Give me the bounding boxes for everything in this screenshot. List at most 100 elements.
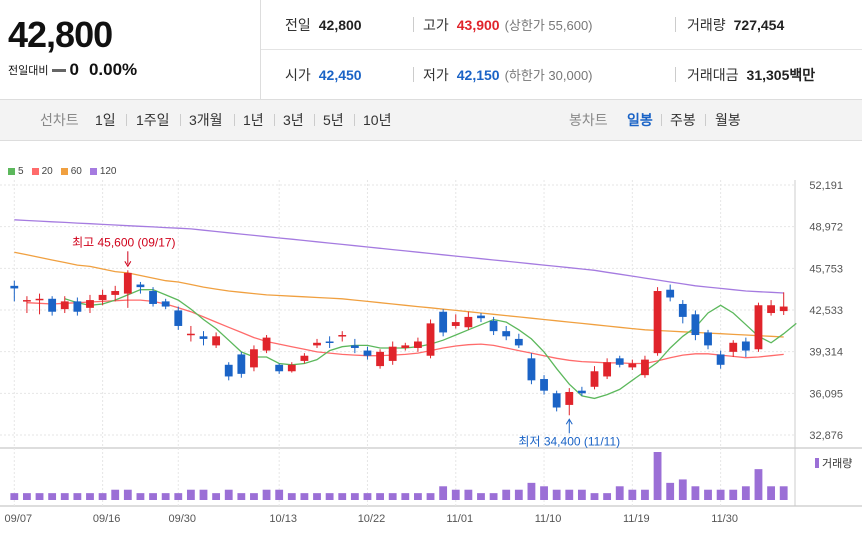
candle-body <box>464 316 473 328</box>
y-tick-label: 45,753 <box>809 263 843 275</box>
volume-label: 거래량 <box>687 16 726 33</box>
candle-body <box>86 300 94 308</box>
candle-body <box>603 362 612 377</box>
x-tick-label: 10/22 <box>358 513 386 525</box>
period-5y-button[interactable]: 5년 <box>323 112 344 128</box>
ma120-line <box>14 219 784 294</box>
open-label: 시가 <box>285 66 311 83</box>
period-3m-button[interactable]: 3개월 <box>189 112 223 128</box>
legend-ma120: 120 <box>89 166 117 177</box>
high-annotation: 최고 45,600 (09/17) <box>72 235 175 249</box>
volume-bar <box>388 493 397 500</box>
x-tick-label: 11/30 <box>711 513 738 525</box>
candle-body <box>477 315 485 319</box>
candle-body <box>199 336 208 339</box>
volume-bar <box>262 489 271 500</box>
candle-body <box>313 342 321 346</box>
volume-bar <box>540 486 548 500</box>
divider <box>274 114 275 126</box>
candle-body <box>704 332 712 346</box>
open-cell: 시가 42,450 <box>285 50 362 99</box>
weekly-candle-button[interactable]: 주봉 <box>670 112 696 128</box>
quote-header: 42,800 전일대비 0 0.00% 전일 42,800 고가 43,900 … <box>0 0 862 100</box>
daily-candle-button[interactable]: 일봉 <box>627 112 653 128</box>
volume-bar <box>716 489 725 500</box>
volume-bar <box>111 489 120 500</box>
candle-body <box>628 363 637 368</box>
monthly-candle-button[interactable]: 월봉 <box>715 112 741 128</box>
y-tick-label: 39,314 <box>809 347 843 359</box>
volume-bar <box>653 452 662 500</box>
period-1y-button[interactable]: 1년 <box>243 112 264 128</box>
candle-body <box>451 322 460 326</box>
divider <box>314 114 315 126</box>
line-chart-label: 선차트 <box>40 112 79 128</box>
volume-bar <box>414 493 422 500</box>
candle-body <box>590 371 599 387</box>
change-value: 0 <box>69 60 79 79</box>
volume-bar <box>615 486 624 500</box>
volume-bar <box>212 493 221 500</box>
candle-body <box>779 306 788 312</box>
x-tick-label: 11/10 <box>535 513 562 525</box>
legend-ma5: 5 <box>8 166 24 177</box>
candle-body <box>212 336 221 346</box>
open-value: 42,450 <box>318 66 362 83</box>
volume-bar <box>641 489 649 500</box>
volume-bar <box>287 493 296 500</box>
candle-body <box>729 342 738 352</box>
unchanged-icon <box>52 68 67 72</box>
candle-body <box>426 323 435 356</box>
high-cell: 고가 43,900 (상한가 55,600) <box>423 0 593 49</box>
candle-body <box>350 345 359 348</box>
volume-bar <box>250 493 258 500</box>
period-1d-button[interactable]: 1일 <box>95 112 116 128</box>
volume-bar <box>350 493 359 500</box>
legend-label: 5 <box>18 166 24 177</box>
divider <box>675 67 676 82</box>
x-tick-label: 11/01 <box>446 513 473 525</box>
y-tick-label: 48,972 <box>809 222 843 234</box>
candle-body <box>98 294 107 301</box>
candle-body <box>615 358 624 365</box>
period-1w-button[interactable]: 1주일 <box>136 112 170 128</box>
x-tick-label: 10/13 <box>269 513 297 525</box>
y-tick-label: 52,191 <box>809 180 843 192</box>
candle-body <box>552 393 561 408</box>
volume-bar <box>275 489 284 500</box>
legend-ma60: 60 <box>60 166 82 177</box>
change-label: 전일대비 <box>8 65 49 77</box>
price-summary: 42,800 전일대비 0 0.00% <box>0 0 261 100</box>
volume-bar <box>779 486 788 500</box>
candle-body <box>275 364 284 372</box>
volume-bar <box>489 493 498 500</box>
divider <box>675 17 676 32</box>
volume-bar <box>313 493 321 500</box>
candle-body <box>388 346 397 361</box>
period-3y-button[interactable]: 3년 <box>283 112 304 128</box>
period-10y-button[interactable]: 10년 <box>363 112 392 128</box>
volume-bar <box>149 493 157 500</box>
ma-legend: 5 20 60 120 <box>8 166 125 177</box>
divider <box>661 114 662 126</box>
legend-swatch <box>8 168 15 175</box>
volume-bar <box>451 489 460 500</box>
volume-bar <box>628 489 637 500</box>
candle-body <box>540 379 548 391</box>
candle-body <box>250 349 258 368</box>
volume-bar <box>577 489 586 500</box>
candle-body <box>224 364 233 377</box>
x-tick-label: 09/30 <box>169 513 197 525</box>
volume-legend-swatch <box>815 458 819 468</box>
candle-body <box>514 338 523 346</box>
volume-bar <box>514 489 523 500</box>
stats-row-1: 전일 42,800 고가 43,900 (상한가 55,600) 거래량 727… <box>261 0 862 50</box>
volume-bar <box>678 479 687 500</box>
candle-body <box>111 291 120 295</box>
candle-body <box>401 345 410 348</box>
volume-bar <box>237 493 246 500</box>
volume-bar <box>73 493 82 500</box>
candle-body <box>439 311 448 333</box>
volume-bar <box>704 489 712 500</box>
candle-body <box>565 391 574 405</box>
